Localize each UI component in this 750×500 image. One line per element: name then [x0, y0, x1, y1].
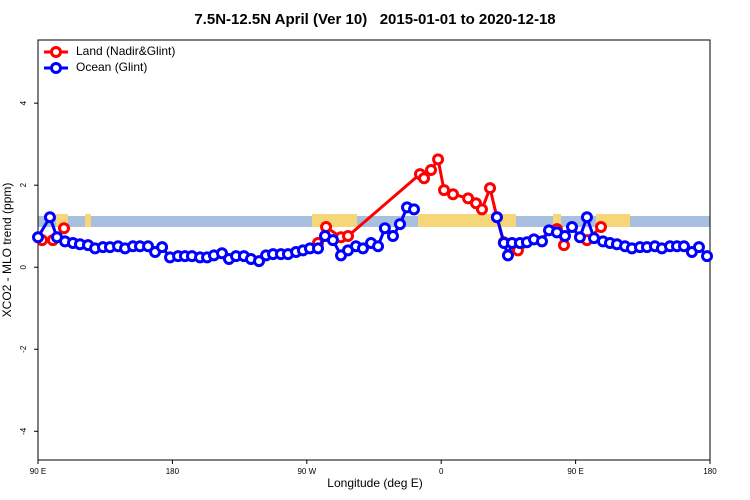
- y-tick-label: 4: [19, 100, 28, 105]
- data-point: [378, 222, 391, 235]
- data-point: [566, 221, 579, 234]
- x-tick-label: 0: [439, 467, 444, 476]
- data-point: [594, 221, 607, 234]
- data-point: [484, 182, 497, 195]
- data-point: [372, 240, 385, 253]
- y-axis-label: XCO2 - MLO trend (ppm): [0, 183, 14, 318]
- data-point: [425, 164, 438, 177]
- chart-title: 7.5N-12.5N April (Ver 10) 2015-01-01 to …: [194, 11, 555, 28]
- data-point: [356, 242, 369, 255]
- data-point: [490, 211, 503, 224]
- data-point: [156, 241, 169, 254]
- data-point: [573, 231, 586, 244]
- data-point: [692, 241, 705, 254]
- data-point: [342, 230, 355, 243]
- data-point: [418, 172, 431, 185]
- plot-frame: [37, 39, 711, 461]
- legend-label: Land (Nadir&Glint): [76, 44, 175, 58]
- y-tick-label: 0: [19, 264, 28, 269]
- data-point: [701, 250, 714, 263]
- data-point: [501, 249, 514, 262]
- data-point: [32, 231, 44, 244]
- x-tick-label: 90 E: [30, 467, 46, 476]
- data-point: [393, 218, 406, 231]
- data-point: [326, 234, 339, 247]
- data-point: [475, 203, 488, 216]
- legend-label: Ocean (Glint): [76, 60, 147, 74]
- data-point: [57, 222, 70, 235]
- land-band: [553, 214, 561, 227]
- x-tick-label: 180: [166, 467, 180, 476]
- y-tick-label: 2: [19, 182, 28, 187]
- y-tick-label: -4: [19, 427, 28, 435]
- data-point: [438, 184, 451, 197]
- ocean-band: [38, 216, 710, 227]
- x-tick-label: 90 E: [567, 467, 583, 476]
- x-tick-label: 180: [703, 467, 717, 476]
- x-axis-label: Longitude (deg E): [327, 476, 422, 490]
- x-tick-label: 90 W: [297, 467, 316, 476]
- land-band: [312, 214, 357, 227]
- data-point: [446, 188, 459, 201]
- data-point: [580, 211, 593, 224]
- data-point: [558, 230, 571, 243]
- legend-marker: [50, 46, 62, 58]
- data-point: [386, 230, 399, 243]
- data-point: [408, 203, 421, 216]
- land-band: [85, 214, 91, 227]
- surface-band: [38, 214, 710, 227]
- data-point: [312, 242, 324, 255]
- legend-marker: [50, 62, 62, 74]
- data-point: [432, 153, 445, 166]
- y-tick-label: -2: [19, 345, 28, 353]
- data-point: [43, 211, 56, 224]
- data-point: [678, 240, 691, 253]
- data-point: [536, 235, 548, 248]
